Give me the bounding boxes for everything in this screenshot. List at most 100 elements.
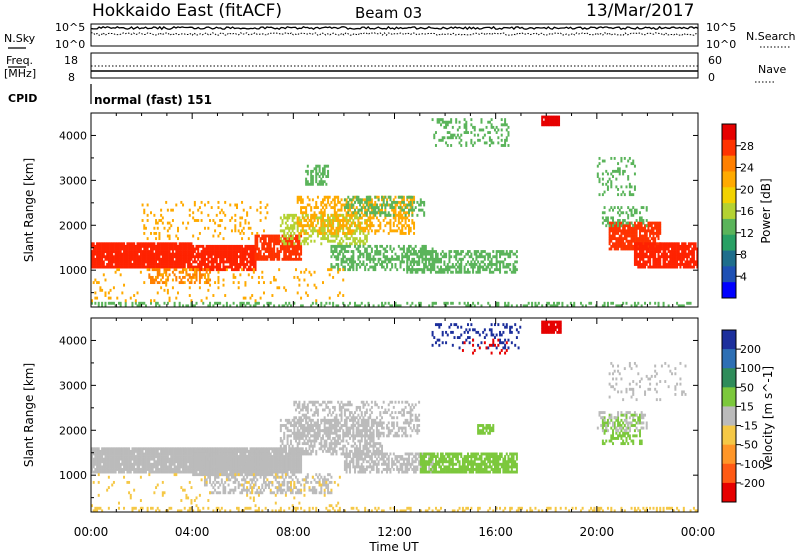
colorbar-swatch <box>722 155 736 172</box>
colorbar-tick-label: 50 <box>740 381 754 394</box>
colorbar-tick-label: 15 <box>740 400 754 413</box>
nsky-tick-bottom: 10^0 <box>55 38 85 51</box>
power-echo-region <box>431 118 510 147</box>
colorbar-swatch <box>722 250 736 267</box>
velocity-echo-region <box>431 323 522 350</box>
colorbar-swatch <box>722 124 736 141</box>
power-heatmap <box>91 115 699 308</box>
x-tick-label: 12:00 <box>377 525 412 539</box>
power-colorbar: 28 24 20 16 12 8 4 Power [dB] <box>721 123 773 299</box>
nsky-label: N.Sky <box>4 32 36 45</box>
nsearch-label: N.Search <box>746 30 796 43</box>
power-echo-region <box>633 242 699 269</box>
colorbar-tick-label: 12 <box>740 227 754 240</box>
colorbar-swatch <box>722 482 736 503</box>
colorbar-tick-label: 8 <box>740 249 747 262</box>
y-tick-label: 1000 <box>59 469 87 482</box>
power-echo-region <box>343 195 426 217</box>
freq-tick-bottom: 8 <box>68 71 75 84</box>
x-tick-label: 08:00 <box>276 525 311 539</box>
colorbar-swatch <box>722 266 736 283</box>
velocity-x-axis: 00:00 04:00 08:00 12:00 16:00 20:00 00:00 <box>74 318 716 539</box>
y-tick-label: 4000 <box>59 334 87 347</box>
colorbar-tick-label: 4 <box>740 270 747 283</box>
velocity-heatmap <box>91 320 699 513</box>
power-y-axis: 1000 2000 3000 4000 <box>59 129 698 294</box>
nave-label: Nave <box>758 63 786 76</box>
power-echo-region <box>596 156 636 197</box>
power-echo-region <box>192 244 257 272</box>
colorbar-swatch <box>722 425 736 446</box>
colorbar-swatch <box>722 203 736 220</box>
colorbar-swatch <box>722 218 736 236</box>
y-tick-label: 2000 <box>59 219 87 232</box>
colorbar-swatch <box>722 139 736 157</box>
velocity-echo-region <box>461 338 508 355</box>
nave-tick-top: 60 <box>708 54 722 67</box>
colorbar-tick-label: 200 <box>740 343 761 356</box>
velocity-ylabel: Slant Range [km] <box>22 363 36 467</box>
velocity-echo-region <box>419 452 518 474</box>
velocity-echo-region <box>596 411 648 433</box>
power-echo-region <box>406 250 518 274</box>
colorbar-swatch <box>722 234 736 251</box>
x-tick-label: 00:00 <box>74 525 109 539</box>
velocity-echo-region <box>477 424 495 435</box>
velocity-echo-region <box>293 400 421 438</box>
beam-title: Beam 03 <box>355 4 422 22</box>
nsearch-tick-top: 10^5 <box>706 21 736 34</box>
y-tick-label: 1000 <box>59 264 87 277</box>
velocity-echo-region <box>92 506 699 513</box>
date-title: 13/Mar/2017 <box>586 1 694 21</box>
x-tick-label: 00:00 <box>681 525 716 539</box>
y-tick-label: 3000 <box>59 379 87 392</box>
freq-strip: Freq. [MHz] 18 8 60 0 Nave <box>4 52 786 84</box>
power-echo-region <box>91 242 193 269</box>
x-tick-label: 20:00 <box>580 525 615 539</box>
colorbar-swatch <box>722 171 736 188</box>
velocity-echo-region <box>91 473 341 508</box>
colorbar-swatch <box>722 282 736 299</box>
colorbar-swatch <box>722 463 736 484</box>
colorbar-tick-label: -200 <box>740 477 765 490</box>
cpid-label: CPID <box>8 92 37 105</box>
power-ylabel: Slant Range [km] <box>22 158 36 262</box>
colorbar-swatch <box>722 387 736 407</box>
velocity-panel: 1000 2000 3000 4000 00:00 04:00 08:00 12:00 16:… <box>22 317 716 554</box>
y-tick-label: 2000 <box>59 424 87 437</box>
cpid-value: normal (fast) 151 <box>94 93 212 107</box>
nsearch-series <box>90 32 699 36</box>
velocity-echo-region <box>608 361 687 402</box>
x-axis-label: Time UT <box>368 540 419 554</box>
colorbar-tick-label: -100 <box>740 458 765 471</box>
power-echo-region <box>254 234 303 261</box>
colorbar-swatch <box>722 444 736 465</box>
nsky-tick-top: 10^5 <box>55 21 85 34</box>
velocity-colorbar: 200 100 50 15 -15 -50 -100 -200 Velocity [m s^-… <box>721 329 775 503</box>
y-tick-label: 3000 <box>59 174 87 187</box>
colorbar-swatch <box>722 368 736 388</box>
power-echo-region <box>91 268 345 303</box>
power-colorbar-label: Power [dB] <box>759 178 773 243</box>
colorbar-swatch <box>722 187 736 204</box>
power-echo-region <box>305 164 330 186</box>
power-panel: 1000 2000 3000 4000 Slant Range [km] <box>22 112 699 308</box>
velocity-y-axis: 1000 2000 3000 4000 <box>59 334 698 499</box>
nsearch-tick-bottom: 10^0 <box>706 38 736 51</box>
power-echo-region <box>601 206 648 228</box>
colorbar-swatch <box>722 330 736 350</box>
velocity-echo-region <box>541 320 562 334</box>
y-tick-label: 4000 <box>59 129 87 142</box>
velocity-echo-region <box>192 449 269 477</box>
colorbar-tick-label: -15 <box>740 420 758 433</box>
colorbar-tick-label: 16 <box>740 205 754 218</box>
colorbar-tick-label: 24 <box>740 162 754 175</box>
colorbar-tick-label: 100 <box>740 362 761 375</box>
freq-unit: [MHz] <box>4 67 36 80</box>
power-echo-region <box>141 200 269 241</box>
power-echo-region <box>330 244 434 272</box>
noise-strip: N.Sky 10^5 10^0 10^5 10^0 N.Search <box>4 21 796 51</box>
station-title: Hokkaido East (fitACF) <box>92 1 282 21</box>
colorbar-tick-label: -50 <box>740 439 758 452</box>
